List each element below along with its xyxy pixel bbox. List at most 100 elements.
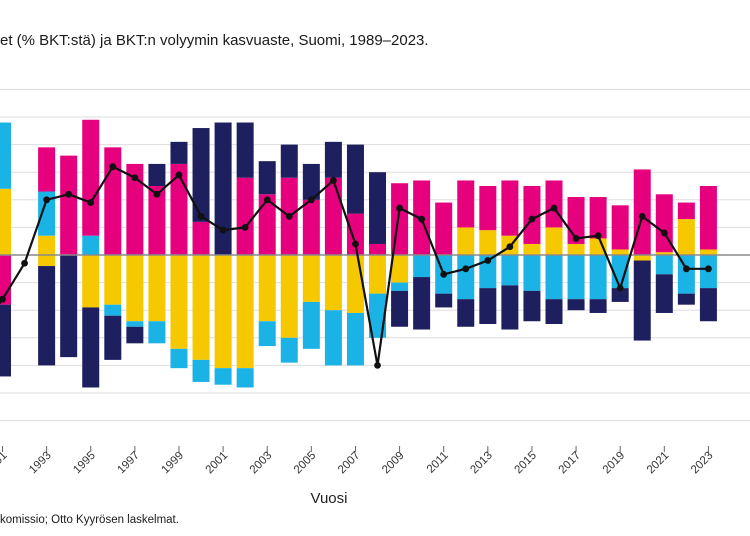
gdp-point-2012: [462, 265, 470, 273]
x-tick-label: 2021: [645, 450, 672, 477]
gdp-growth-polyline: [0, 165, 709, 367]
bar-segment-magenta-1995: [82, 119, 100, 236]
x-tick-label: 2023: [689, 450, 716, 477]
gdp-point-2011: [440, 270, 448, 278]
bar-segment-magenta-2018: [589, 197, 607, 239]
bar-segment-cyan-1991: [0, 122, 11, 189]
bar-segment-cyan-2012: [457, 255, 475, 300]
bar-segment-navy-2016: [545, 299, 563, 324]
gdp-point-1992: [21, 259, 28, 267]
bar-segment-magenta-2019: [611, 205, 629, 250]
bar-segment-yellow-2015: [523, 243, 541, 255]
x-tick-label: 2015: [512, 450, 539, 477]
bar-segment-navy-1999: [170, 141, 188, 164]
bar-segment-magenta-1998: [148, 186, 166, 255]
bar-segment-magenta-2015: [523, 186, 541, 244]
bar-segment-navy-2014: [501, 285, 519, 330]
gdp-point-1999: [175, 171, 183, 179]
bar-segment-magenta-2000: [192, 221, 210, 255]
bar-segment-magenta-2023: [699, 186, 717, 250]
bar-segment-cyan-2003: [258, 321, 276, 347]
gdp-point-2008: [374, 362, 381, 369]
x-tick-label: 2017: [557, 450, 584, 477]
gdp-point-2021: [660, 229, 668, 237]
bar-segment-yellow-2017: [567, 243, 585, 255]
bar-segment-navy-1995: [82, 307, 100, 388]
gdp-point-2005: [307, 196, 315, 204]
x-axis-ticks: 91 1993 1995 1997 1999 2001 2003 2005 2007 2009 20…: [0, 446, 716, 476]
gdp-point-1991: [0, 295, 6, 303]
gdp-point-1995: [87, 199, 95, 206]
bar-segment-cyan-2017: [567, 255, 585, 300]
x-tick-label: 2003: [248, 450, 275, 477]
gdp-point-2004: [285, 212, 293, 220]
bar-segment-cyan-2007: [346, 312, 364, 366]
bar-segment-navy-2008: [369, 172, 387, 244]
bar-segment-cyan-1998: [148, 321, 166, 344]
bar-segment-yellow-1996: [104, 255, 122, 305]
bar-segment-cyan-2005: [302, 301, 320, 349]
bar-segment-yellow-2006: [324, 255, 342, 311]
bar-segment-navy-1991: [0, 304, 11, 377]
bar-segment-magenta-1991: [0, 255, 11, 305]
bar-segment-yellow-2000: [192, 255, 210, 360]
x-tick-label: 1997: [115, 450, 142, 477]
bar-segment-navy-2004: [280, 144, 298, 178]
bar-segment-navy-2006: [324, 141, 342, 178]
gdp-point-2001: [219, 226, 227, 234]
gdp-point-2013: [484, 257, 492, 264]
gdp-point-2010: [418, 215, 426, 223]
bar-segment-magenta-2013: [479, 186, 497, 231]
bar-segment-yellow-1998: [148, 255, 166, 322]
source-note: komissio; Otto Kyyrösen laskelmat.: [0, 514, 179, 526]
bar-segment-cyan-2010: [413, 255, 431, 278]
bar-segment-navy-1996: [104, 315, 122, 360]
bar-segment-yellow-2013: [479, 230, 497, 255]
stacked-bars: [0, 119, 717, 388]
gdp-point-2018: [594, 232, 602, 240]
gdp-point-2006: [330, 177, 337, 184]
bar-segment-magenta-2005: [302, 199, 320, 255]
bar-segment-yellow-2009: [391, 255, 409, 283]
bar-segment-navy-2020: [633, 260, 651, 341]
gdp-point-1996: [109, 163, 117, 171]
bar-segment-yellow-1993: [38, 235, 56, 255]
bar-segment-cyan-1995: [82, 235, 100, 255]
gdp-point-2015: [528, 215, 536, 223]
bar-segment-magenta-2008: [369, 243, 387, 255]
gdp-point-1994: [65, 190, 73, 198]
bar-segment-yellow-2023: [699, 249, 717, 255]
bar-segment-navy-2017: [567, 299, 585, 311]
bar-segment-yellow-2001: [214, 255, 232, 369]
bar-segment-cyan-1999: [170, 348, 188, 369]
bar-segment-navy-2011: [435, 293, 453, 308]
gdp-point-2002: [241, 224, 249, 231]
bar-segment-navy-2007: [346, 144, 364, 214]
bar-segment-yellow-2007: [346, 255, 364, 313]
bar-segment-cyan-2018: [589, 255, 607, 300]
bar-segment-yellow-1997: [126, 255, 144, 322]
bar-segment-yellow-1991: [0, 188, 11, 255]
gdp-point-1997: [131, 174, 139, 182]
bar-segment-cyan-1997: [126, 321, 144, 327]
bar-segment-navy-1998: [148, 163, 166, 186]
bar-segment-yellow-2002: [236, 255, 254, 369]
bar-segment-yellow-2018: [589, 238, 607, 255]
bar-segment-cyan-2014: [501, 255, 519, 286]
bar-segment-cyan-2001: [214, 368, 232, 385]
bar-segment-yellow-2012: [457, 227, 475, 255]
bar-segment-cyan-2015: [523, 255, 541, 291]
x-tick-label: 1999: [160, 450, 187, 477]
bar-segment-magenta-2002: [236, 177, 254, 255]
bar-segment-magenta-2011: [435, 202, 453, 255]
bar-segment-navy-1993: [38, 266, 56, 366]
bar-segment-navy-2005: [302, 163, 320, 200]
bar-segment-magenta-2012: [457, 180, 475, 228]
bar-segment-cyan-2006: [324, 310, 342, 366]
bar-segment-navy-2019: [611, 288, 629, 302]
gdp-point-2022: [682, 265, 690, 273]
x-tick-label: 2009: [380, 450, 407, 477]
x-tick-label: 2011: [425, 450, 451, 476]
bar-segment-navy-2018: [589, 299, 607, 313]
bar-segment-yellow-2022: [677, 219, 695, 255]
